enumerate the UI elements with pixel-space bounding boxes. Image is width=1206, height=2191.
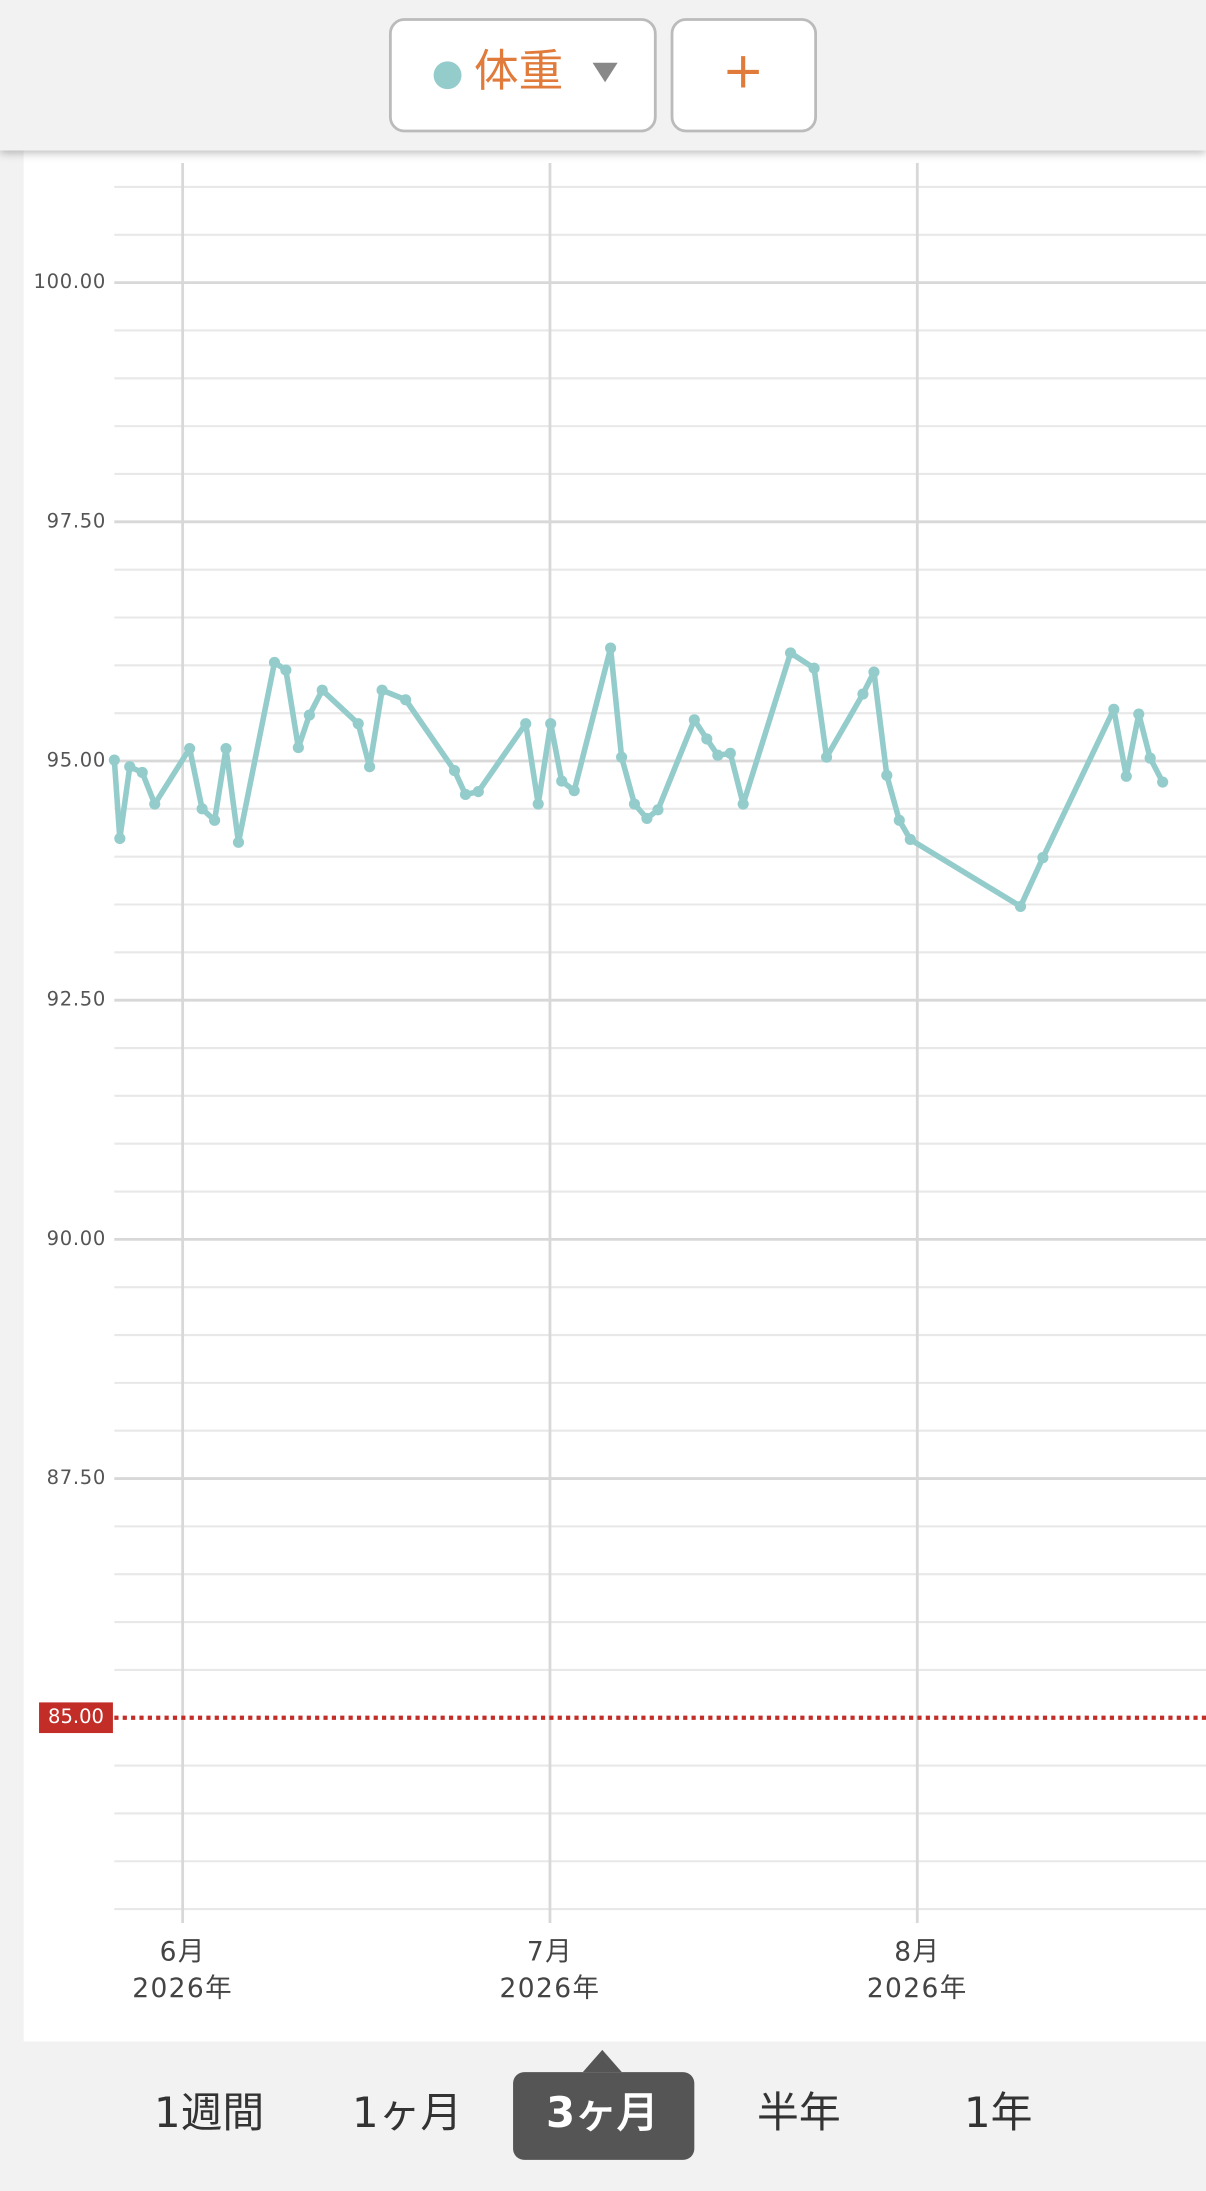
- y-tick-label: 95.00: [47, 749, 106, 772]
- data-point: [184, 742, 196, 755]
- data-point: [1133, 708, 1145, 720]
- x-tick-label: 6月 2026年: [132, 1936, 234, 2004]
- data-point: [1014, 900, 1027, 912]
- series-dot: [433, 61, 462, 90]
- data-point: [472, 786, 484, 798]
- add-button-label: +: [722, 40, 764, 99]
- data-point: [220, 742, 232, 755]
- selected-tab-pointer: [582, 2049, 622, 2073]
- data-point: [1120, 770, 1132, 782]
- x-tick-label: 8月 2026年: [866, 1936, 968, 2004]
- data-point: [652, 804, 664, 816]
- data-point: [868, 666, 880, 678]
- data-point: [280, 664, 292, 676]
- data-point: [904, 833, 916, 846]
- y-tick-label: 97.50: [47, 509, 106, 532]
- data-point: [893, 814, 905, 826]
- data-point: [303, 709, 315, 721]
- target-label-box: [39, 1702, 113, 1734]
- data-point: [641, 812, 653, 824]
- data-point: [108, 754, 120, 766]
- data-point: [114, 832, 126, 845]
- data-point: [556, 775, 568, 787]
- data-point: [459, 788, 472, 801]
- data-point: [352, 718, 364, 730]
- data-point: [124, 761, 136, 773]
- data-point: [712, 749, 724, 761]
- data-point: [688, 714, 700, 726]
- add-button[interactable]: [670, 18, 818, 133]
- series-name: 体重: [474, 45, 563, 97]
- selected-tab: [513, 2072, 695, 2160]
- data-point: [364, 761, 376, 773]
- period-tab[interactable]: 半年: [757, 2088, 841, 2137]
- period-tab[interactable]: 1年: [964, 2088, 1032, 2137]
- data-point: [604, 642, 617, 654]
- data-point: [724, 747, 736, 759]
- data-point: [808, 662, 820, 674]
- data-point: [1037, 852, 1049, 864]
- data-point: [1108, 703, 1120, 715]
- data-point: [292, 742, 304, 754]
- data-point: [881, 769, 893, 781]
- data-point: [532, 798, 544, 810]
- period-tab[interactable]: 1週間: [154, 2088, 264, 2137]
- data-point: [149, 798, 161, 810]
- series-selector[interactable]: [388, 18, 657, 133]
- data-point: [568, 785, 580, 797]
- data-point: [701, 733, 713, 745]
- data-point: [545, 718, 557, 730]
- period-tab[interactable]: 1ヶ月: [352, 2088, 462, 2137]
- data-point: [784, 647, 797, 659]
- data-point: [232, 836, 245, 848]
- data-point: [196, 803, 208, 815]
- target-label: 85.00: [48, 1705, 104, 1728]
- data-point: [316, 684, 328, 696]
- data-point: [268, 656, 281, 669]
- dropdown-arrow: [592, 62, 618, 83]
- y-tick-label: 100.00: [34, 270, 106, 293]
- data-point: [400, 694, 412, 706]
- data-point: [616, 751, 628, 763]
- y-tick-label: 90.00: [47, 1227, 106, 1250]
- data-point: [448, 764, 461, 777]
- data-point: [136, 766, 148, 779]
- y-tick-label: 87.50: [47, 1466, 106, 1489]
- data-point: [1157, 776, 1169, 788]
- data-point: [376, 684, 388, 696]
- data-point: [520, 718, 532, 730]
- period-tab[interactable]: 3ヶ月: [546, 2088, 659, 2137]
- y-tick-label: 92.50: [47, 988, 106, 1011]
- data-point: [628, 798, 641, 810]
- x-tick-label: 7月 2026年: [499, 1936, 601, 2004]
- data-point: [1144, 752, 1156, 764]
- data-point: [737, 798, 749, 810]
- data-line: [111, 645, 1166, 910]
- data-point: [857, 688, 869, 700]
- data-point: [820, 751, 833, 763]
- data-point: [209, 814, 221, 826]
